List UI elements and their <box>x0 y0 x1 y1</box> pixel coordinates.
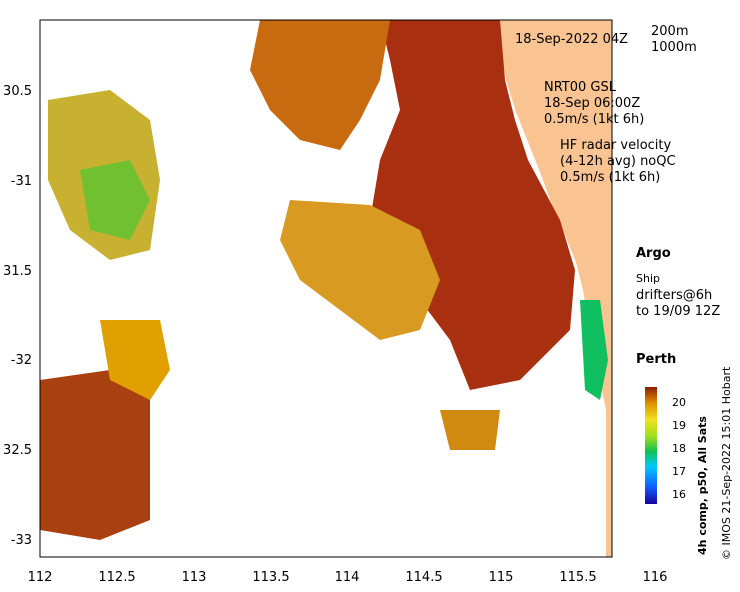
y-tick-label: 31.5 <box>3 264 32 279</box>
sst-coastal-green <box>580 300 608 400</box>
sst-west-green <box>80 160 150 240</box>
colorbar-tick: 19 <box>672 419 686 432</box>
x-tick-label: 113 <box>181 570 207 585</box>
x-tick-label: 113.5 <box>252 570 290 585</box>
drifters-label-2: to 19/09 12Z <box>636 304 721 319</box>
colorbar-tick: 17 <box>672 465 686 478</box>
argo-label: Argo <box>636 246 671 261</box>
perth-label: Perth <box>636 352 677 367</box>
sst-south-strip <box>440 410 500 450</box>
model-time-label: 18-Sep 06:00Z <box>544 96 641 111</box>
hf-scale-label: 0.5m/s (1kt 6h) <box>560 170 661 185</box>
x-tick-label: 116 <box>642 570 668 585</box>
colorbar-tick: 16 <box>672 488 686 501</box>
credit-label: © IMOS 21-Sep-2022 15:01 Hobart <box>720 366 733 560</box>
model-label: NRT00 GSL <box>544 80 616 95</box>
plot-frame <box>39 19 613 558</box>
y-tick-label: 32.5 <box>3 443 32 458</box>
x-tick-label: 114.5 <box>405 570 443 585</box>
model-scale-label: 0.5m/s (1kt 6h) <box>544 112 645 127</box>
y-tick-label: -33 <box>10 533 32 548</box>
contour-1000-label: 1000m <box>651 40 697 55</box>
colorbar-tick: 18 <box>672 442 686 455</box>
y-tick-label: -31 <box>10 174 32 189</box>
y-tick-label: 30.5 <box>3 84 32 99</box>
land-australia <box>498 20 612 557</box>
contour-200-label: 200m <box>651 24 689 39</box>
x-tick-label: 112 <box>27 570 53 585</box>
drifters-label-1: drifters@6h <box>636 288 713 303</box>
colorbar-tick: 20 <box>672 396 686 409</box>
sst-southwest <box>40 370 150 540</box>
sst-southwest-2 <box>100 320 170 400</box>
y-tick-label: -32 <box>10 353 32 368</box>
sst-north-ridge-2 <box>250 20 390 150</box>
sst-center <box>280 200 440 340</box>
ship-label: Ship <box>636 272 660 285</box>
date-label: 18-Sep-2022 04Z <box>515 32 629 47</box>
x-tick-label: 112.5 <box>98 570 136 585</box>
x-tick-label: 115.5 <box>559 570 597 585</box>
colorbar <box>645 387 657 504</box>
x-tick-label: 115 <box>488 570 514 585</box>
hf-avg-label: (4-12h avg) noQC <box>560 154 676 169</box>
colorbar-label: 4h comp, p50, All Sats <box>696 416 709 555</box>
x-tick-label: 114 <box>334 570 360 585</box>
hf-title-label: HF radar velocity <box>560 138 672 153</box>
